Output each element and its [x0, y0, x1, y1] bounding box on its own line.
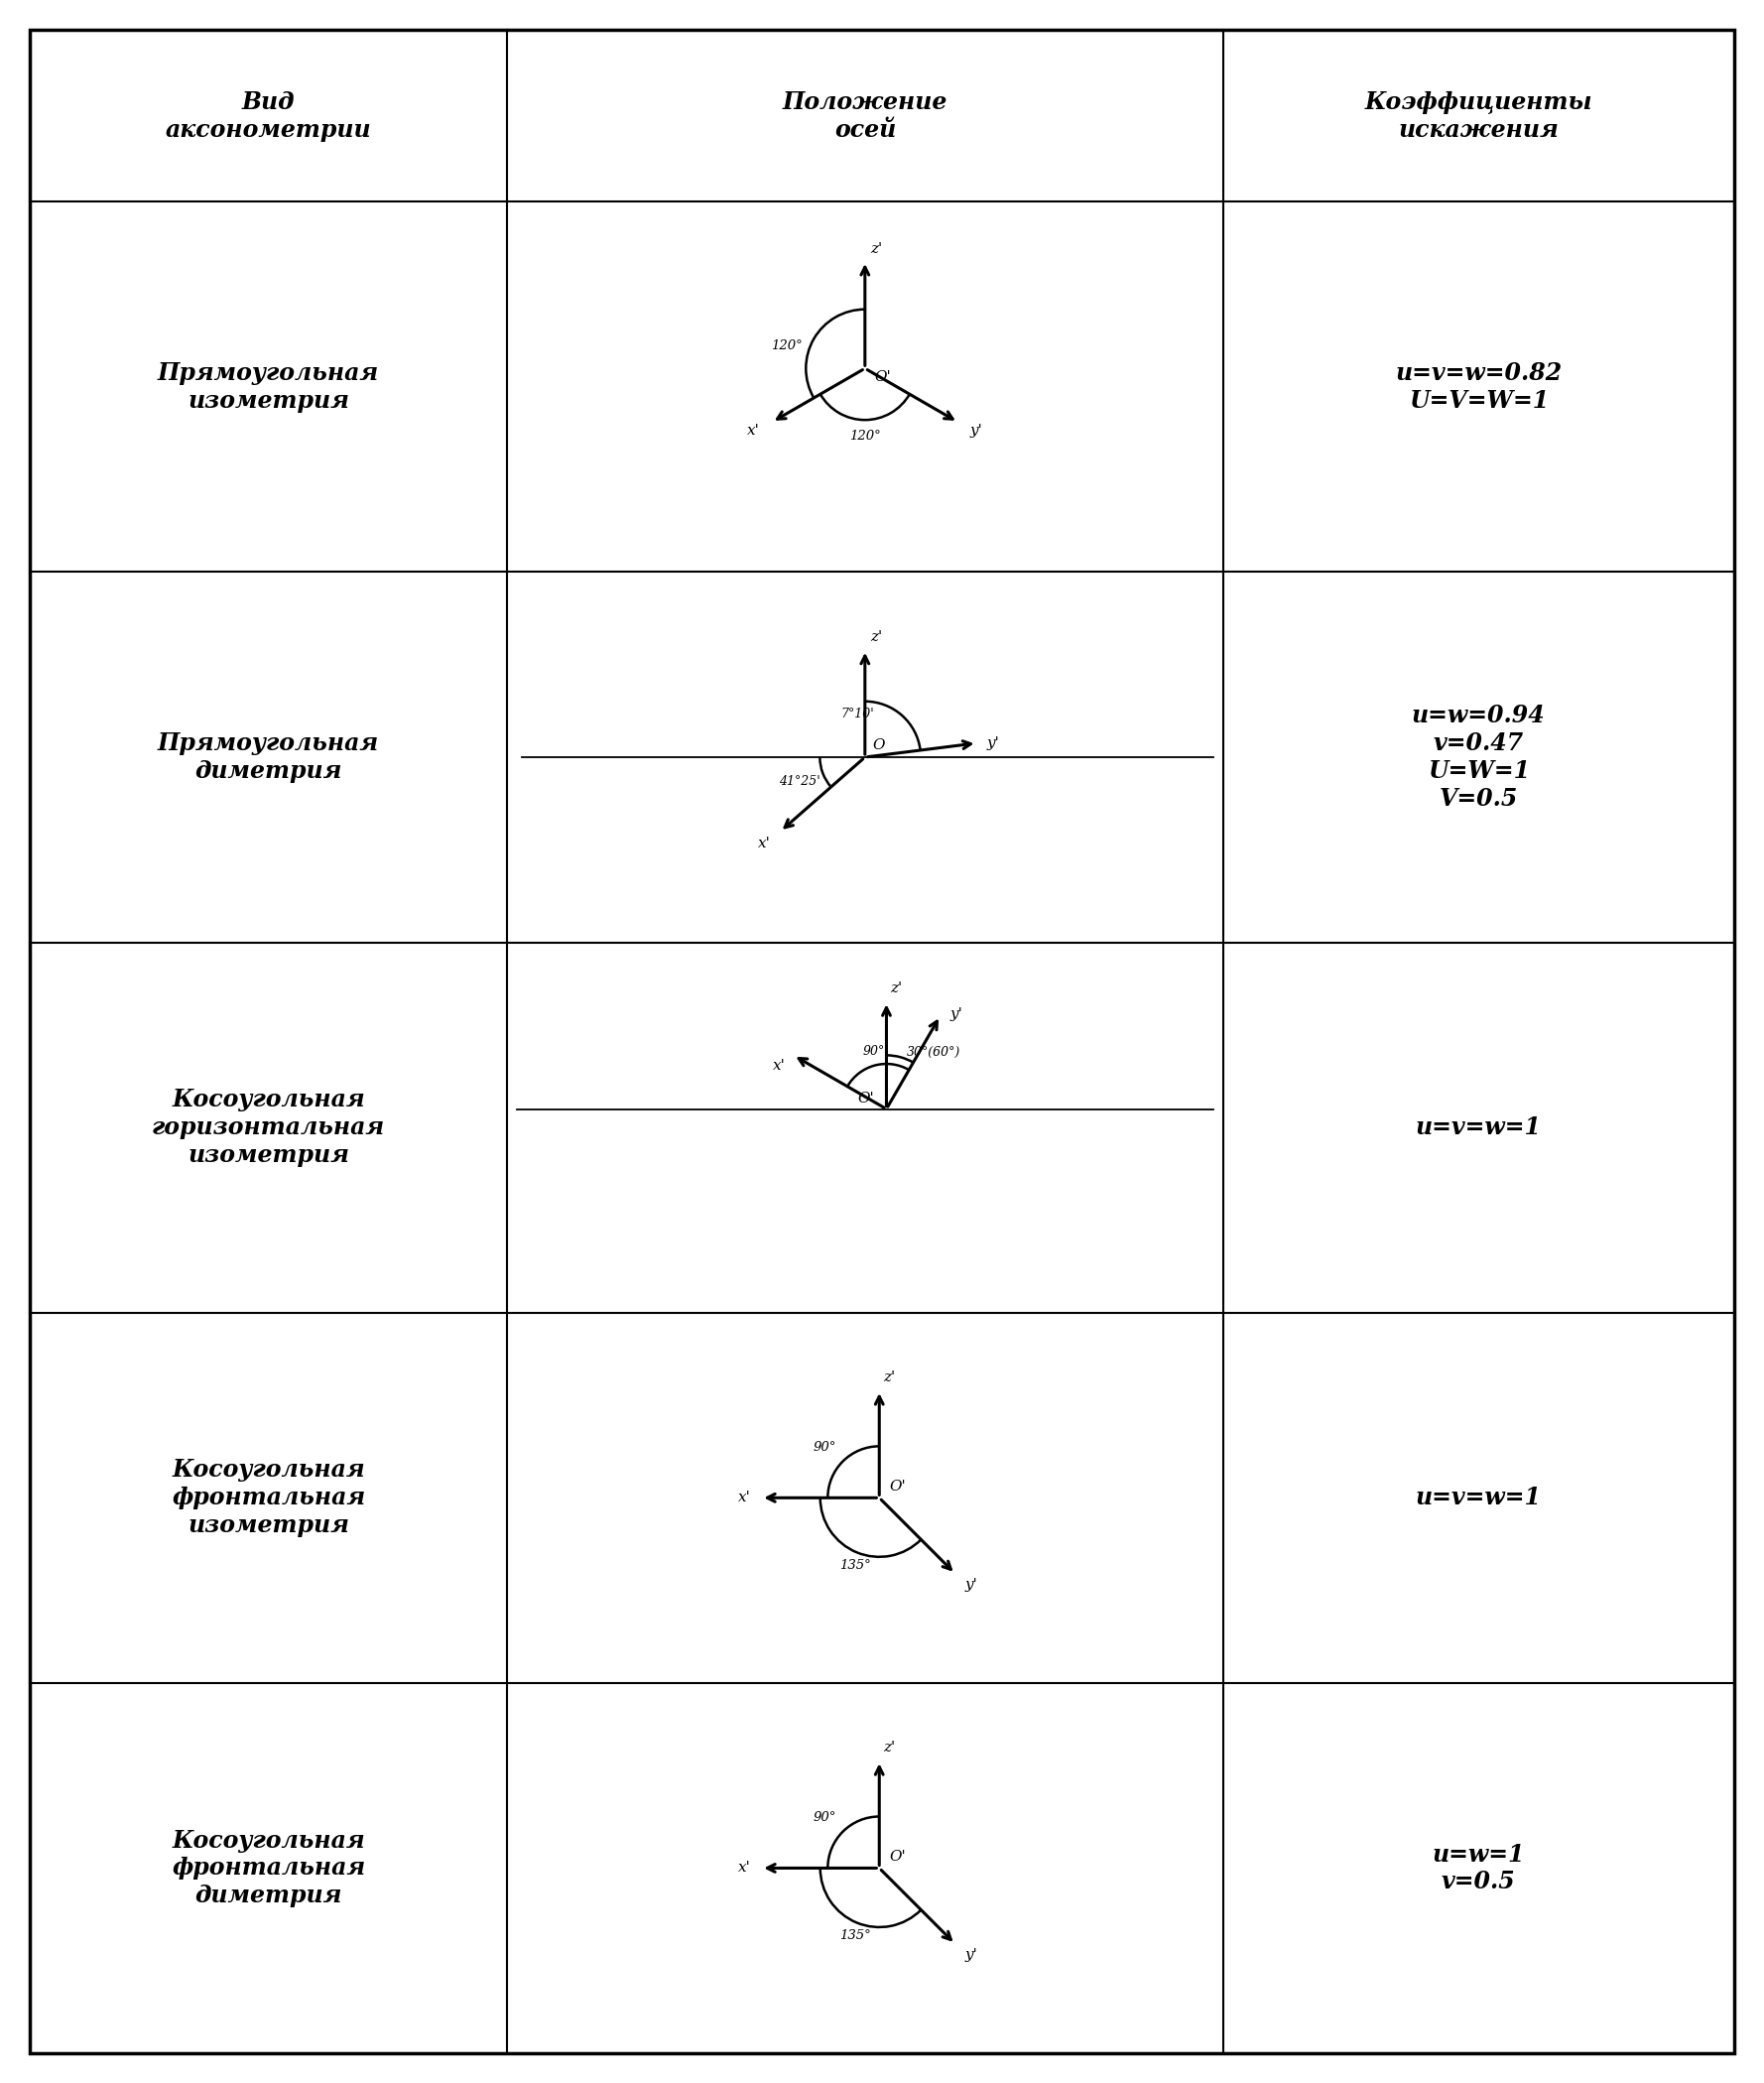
Text: x': x' — [739, 1860, 751, 1875]
Text: z': z' — [891, 981, 903, 996]
Text: O': O' — [875, 371, 891, 383]
Text: Косоугольная
фронтальная
изометрия: Косоугольная фронтальная изометрия — [171, 1458, 365, 1537]
Text: Прямоугольная
диметрия: Прямоугольная диметрия — [157, 731, 379, 783]
Text: y': y' — [951, 1006, 963, 1021]
Text: x': x' — [748, 425, 760, 437]
Text: u=w=1
v=0.5: u=w=1 v=0.5 — [1432, 1841, 1524, 1893]
Text: 41°25': 41°25' — [780, 775, 820, 787]
Text: u=v=w=1: u=v=w=1 — [1415, 1116, 1542, 1139]
Text: 120°: 120° — [848, 429, 880, 442]
Text: u=v=w=0.82
U=V=W=1: u=v=w=0.82 U=V=W=1 — [1395, 360, 1563, 412]
Text: 30°(60°): 30°(60°) — [907, 1046, 960, 1058]
Text: z': z' — [870, 629, 882, 644]
Text: Коэффициенты
искажения: Коэффициенты искажения — [1365, 90, 1593, 142]
Text: O': O' — [889, 1850, 905, 1864]
Text: z': z' — [870, 242, 882, 256]
Text: Прямоугольная
изометрия: Прямоугольная изометрия — [157, 360, 379, 412]
Text: 120°: 120° — [771, 340, 803, 352]
Text: Положение
осей: Положение осей — [783, 90, 947, 142]
Text: y': y' — [986, 735, 1000, 750]
Text: O: O — [873, 737, 886, 752]
Text: y': y' — [970, 425, 983, 437]
Text: 90°: 90° — [813, 1441, 836, 1454]
Text: 90°: 90° — [813, 1812, 836, 1825]
Text: x': x' — [773, 1060, 785, 1073]
Text: 7°10': 7°10' — [841, 708, 875, 721]
Text: u=w=0.94
v=0.47
U=W=1
V=0.5: u=w=0.94 v=0.47 U=W=1 V=0.5 — [1411, 704, 1545, 810]
Text: Косоугольная
горизонтальная
изометрия: Косоугольная горизонтальная изометрия — [152, 1087, 385, 1166]
Text: x': x' — [739, 1491, 751, 1504]
Text: O': O' — [857, 1091, 875, 1104]
Text: 90°: 90° — [863, 1046, 884, 1058]
Text: O': O' — [889, 1479, 905, 1494]
Text: z': z' — [884, 1741, 896, 1754]
Text: x': x' — [757, 837, 771, 850]
Text: y': y' — [965, 1577, 977, 1591]
Text: Косоугольная
фронтальная
диметрия: Косоугольная фронтальная диметрия — [171, 1829, 365, 1908]
Text: u=v=w=1: u=v=w=1 — [1415, 1485, 1542, 1510]
Text: z': z' — [884, 1371, 896, 1385]
Text: 135°: 135° — [840, 1558, 871, 1573]
Text: Вид
аксонометрии: Вид аксонометрии — [166, 90, 372, 142]
Text: y': y' — [965, 1948, 977, 1962]
Text: 135°: 135° — [840, 1929, 871, 1941]
